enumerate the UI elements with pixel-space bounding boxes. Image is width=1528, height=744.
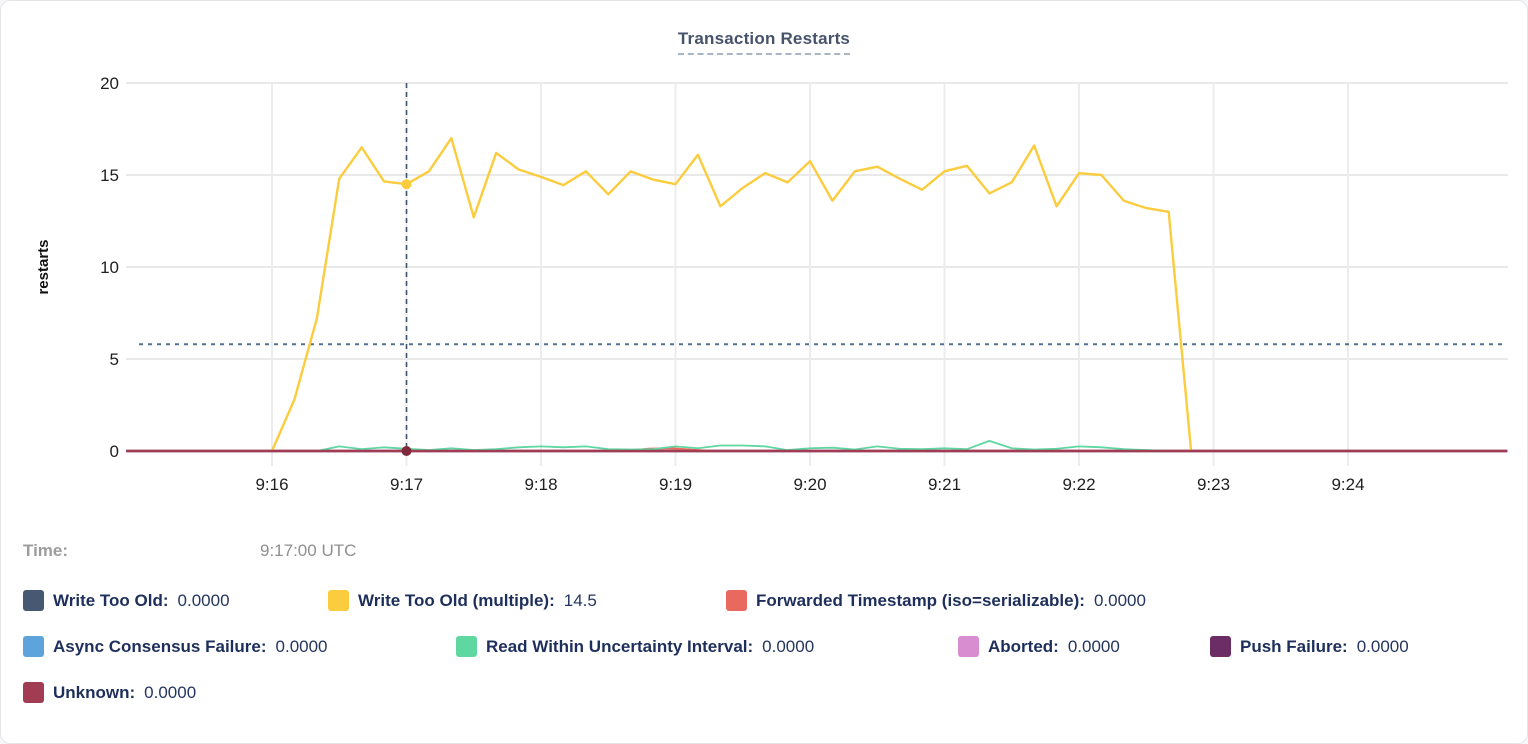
legend-row-3: Unknown: 0.0000 bbox=[1, 682, 1527, 706]
hover-point-unknown bbox=[401, 446, 412, 456]
x-tick-label: 9:17 bbox=[390, 475, 423, 494]
x-tick-label: 9:23 bbox=[1197, 475, 1230, 494]
legend-color-swatch-async_consensus_failure bbox=[23, 636, 44, 657]
chart-title-text[interactable]: Transaction Restarts bbox=[677, 29, 851, 55]
legend-label: Write Too Old: bbox=[53, 590, 169, 610]
legend-color-swatch-read_within_uncertainty_interval bbox=[456, 636, 477, 657]
x-tick-label: 9:24 bbox=[1331, 475, 1364, 494]
legend-color-swatch-write_too_old bbox=[23, 590, 44, 611]
legend-label: Forwarded Timestamp (iso=serializable): bbox=[756, 590, 1085, 610]
legend-value: 0.0000 bbox=[275, 636, 328, 656]
legend-label: Unknown: bbox=[53, 682, 136, 702]
y-tick-label: 20 bbox=[100, 74, 119, 93]
legend-value: 0.0000 bbox=[1093, 590, 1146, 610]
line-chart[interactable]: 0 5 10 15 20 9:16 9:17 9:18 9:19 9:20 9:21 9:22 9:23… bbox=[1, 1, 1527, 525]
y-tick-label: 15 bbox=[100, 166, 119, 185]
legend-row-2: Async Consensus Failure: 0.0000 Read Withi… bbox=[1, 636, 1527, 660]
time-label: Time: bbox=[23, 541, 69, 560]
y-tick-label: 5 bbox=[110, 350, 119, 369]
legend-item-write_too_old: Write Too Old: 0.0000 bbox=[23, 590, 230, 611]
legend-item-unknown: Unknown: 0.0000 bbox=[23, 682, 196, 703]
legend-label: Async Consensus Failure: bbox=[53, 636, 267, 656]
series-line-write_too_old_multiple bbox=[270, 136, 1193, 452]
legend-value: 0.0000 bbox=[177, 590, 230, 610]
y-tick-label: 0 bbox=[110, 442, 119, 461]
legend-item-aborted: Aborted: 0.0000 bbox=[958, 636, 1120, 657]
legend-color-swatch-forwarded_timestamp bbox=[726, 590, 747, 611]
x-tick-label: 9:22 bbox=[1062, 475, 1095, 494]
legend-value: 0.0000 bbox=[1356, 636, 1409, 656]
legend-label: Aborted: bbox=[988, 636, 1059, 656]
legend-value: 14.5 bbox=[563, 590, 597, 610]
x-tick-label: 9:16 bbox=[255, 475, 288, 494]
legend-color-swatch-unknown bbox=[23, 682, 44, 703]
legend-item-write_too_old_multiple: Write Too Old (multiple): 14.5 bbox=[328, 590, 597, 611]
legend-item-read_within_uncertainty_interval: Read Within Uncertainty Interval: 0.0000 bbox=[456, 636, 814, 657]
legend-item-async_consensus_failure: Async Consensus Failure: 0.0000 bbox=[23, 636, 328, 657]
x-tick-label: 9:19 bbox=[659, 475, 692, 494]
legend-color-swatch-aborted bbox=[958, 636, 979, 657]
legend-label: Write Too Old (multiple): bbox=[358, 590, 555, 610]
y-axis-label: restarts bbox=[35, 239, 52, 294]
legend-item-forwarded_timestamp: Forwarded Timestamp (iso=serializable): 0… bbox=[726, 590, 1146, 611]
legend-color-swatch-push_failure bbox=[1210, 636, 1231, 657]
legend-value: 0.0000 bbox=[1067, 636, 1120, 656]
x-tick-label: 9:20 bbox=[793, 475, 826, 494]
legend-label: Push Failure: bbox=[1240, 636, 1348, 656]
x-tick-label: 9:21 bbox=[928, 475, 961, 494]
series-line-read_within_uncertainty_interval bbox=[316, 439, 1169, 452]
legend-value: 0.0000 bbox=[762, 636, 815, 656]
hover-time-row: Time: 9:17:00 UTC bbox=[1, 541, 1527, 565]
y-tick-label: 10 bbox=[100, 258, 119, 277]
legend-row-1: Write Too Old: 0.0000 Write Too Old (multi… bbox=[1, 590, 1527, 614]
x-tick-label: 9:18 bbox=[524, 475, 557, 494]
hover-point-write_too_old_multiple bbox=[401, 179, 412, 190]
time-value: 9:17:00 UTC bbox=[260, 541, 357, 560]
legend-color-swatch-write_too_old_multiple bbox=[328, 590, 349, 611]
legend-value: 0.0000 bbox=[144, 682, 197, 702]
legend-item-push_failure: Push Failure: 0.0000 bbox=[1210, 636, 1409, 657]
legend-label: Read Within Uncertainty Interval: bbox=[486, 636, 754, 656]
chart-title: Transaction Restarts bbox=[1, 29, 1527, 55]
